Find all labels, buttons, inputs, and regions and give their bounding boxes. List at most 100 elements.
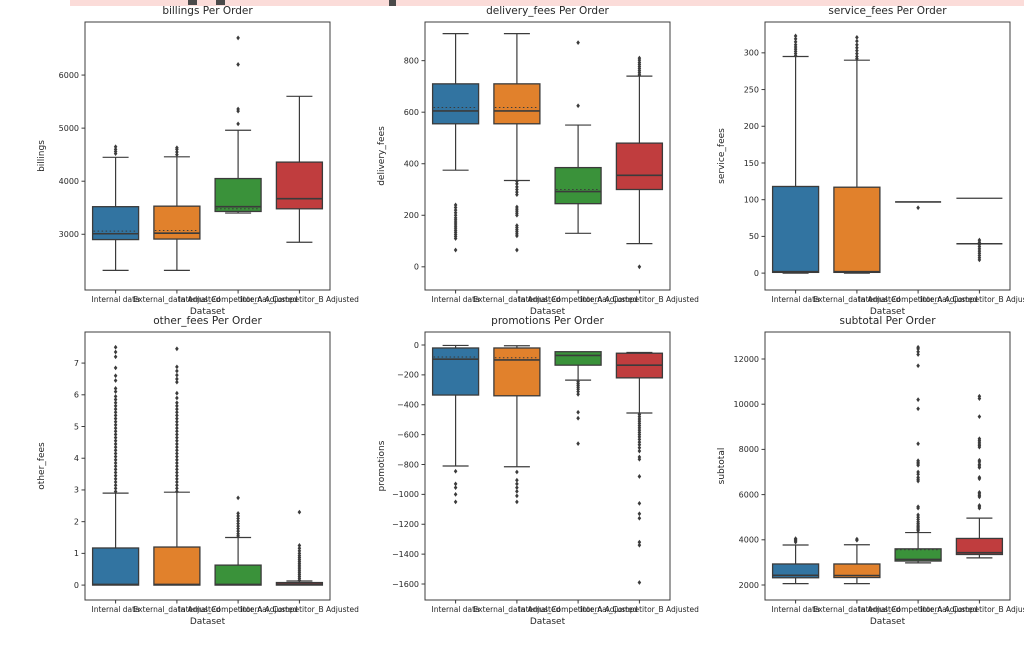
outlier-point	[236, 521, 240, 526]
outlier-point	[113, 413, 118, 418]
outlier-point	[637, 264, 642, 270]
y-tick-label: 0	[414, 263, 419, 272]
outlier-point	[793, 36, 798, 42]
x-tick-label: Internal_Competitor_B Adjusted	[580, 605, 699, 614]
outlier-point	[637, 474, 642, 479]
outlier-point	[113, 416, 118, 421]
y-tick-label: 4	[74, 454, 79, 463]
x-tick-label: External_data Adjusted	[473, 605, 560, 614]
boxplot-group-1	[153, 145, 201, 271]
y-tick-label: 100	[744, 195, 759, 204]
y-tick-label: −1600	[392, 580, 419, 589]
boxplot-group-2	[214, 35, 262, 214]
outlier-point	[515, 181, 519, 187]
outlier-point	[637, 445, 642, 451]
plot-canvas: subtotal Per Order subtotal 2000 4000 6000 80…	[717, 315, 1024, 627]
x-axis-label: Dataset	[530, 617, 566, 627]
outlier-point	[453, 468, 458, 474]
outlier-point	[113, 485, 118, 491]
outlier-point	[175, 432, 179, 437]
box	[153, 546, 201, 586]
x-tick-label: Internal data	[772, 295, 820, 304]
x-tick-label: Internal_Competitor_A Adjusted	[179, 605, 298, 614]
boxplot-group-1	[833, 536, 881, 585]
outlier-point	[297, 509, 302, 515]
outlier-point	[916, 458, 920, 464]
y-tick-label: 7	[74, 359, 79, 368]
outlier-point	[175, 346, 179, 352]
outlier-point	[515, 493, 519, 499]
outlier-point	[515, 488, 519, 494]
outlier-point	[916, 406, 920, 412]
boxplot-group-1	[493, 345, 541, 505]
outlier-point	[916, 441, 920, 447]
outlier-point	[515, 192, 519, 198]
outlier-point	[113, 479, 118, 485]
outlier-point	[855, 48, 859, 54]
outlier-point	[453, 481, 458, 487]
outlier-point	[916, 475, 920, 480]
outlier-point	[637, 515, 642, 521]
outlier-point	[175, 379, 179, 385]
x-tick-label: External_data Adjusted	[133, 605, 220, 614]
outlier-point	[855, 51, 859, 56]
outlier-point	[855, 35, 859, 40]
boxplot-group-3	[955, 393, 1004, 559]
outlier-point	[236, 106, 240, 112]
outlier-point	[175, 152, 179, 158]
outlier-point	[637, 580, 642, 585]
x-tick-label: Internal_Competitor_B Adjusted	[920, 295, 1024, 304]
y-tick-label: 6	[74, 391, 79, 400]
outlier-point	[236, 516, 240, 521]
outlier-point	[113, 460, 118, 466]
outlier-point	[175, 489, 179, 494]
outlier-point	[175, 457, 179, 463]
plot-title: billings Per Order	[162, 5, 253, 17]
boxplot-group-1	[153, 346, 201, 586]
outlier-point	[236, 513, 240, 519]
outlier-point	[236, 518, 240, 524]
y-tick-label: 300	[744, 49, 759, 58]
y-tick-label: 6000	[59, 71, 79, 80]
boxplot-group-0	[771, 536, 820, 585]
x-tick-label: Internal_Competitor_A Adjusted	[519, 605, 638, 614]
y-tick-label: 800	[404, 56, 419, 65]
boxplot-group-0	[431, 344, 480, 505]
banner-glyph	[216, 0, 225, 5]
boxplot-group-1	[493, 32, 541, 253]
outlier-point	[297, 550, 302, 556]
outlier-point	[175, 425, 179, 431]
box	[214, 564, 262, 586]
outlier-point	[977, 475, 982, 480]
outlier-point	[175, 447, 179, 453]
outlier-point	[916, 352, 920, 357]
outlier-point	[175, 364, 179, 370]
plot-canvas: other_fees Per Order other_fees 0 1 2 3 4 5 6 7 In…	[37, 315, 359, 627]
outlier-point	[113, 409, 118, 415]
x-tick-label: Internal_Competitor_B Adjusted	[580, 295, 699, 304]
y-tick-label: 4000	[59, 177, 79, 186]
box	[275, 161, 324, 210]
outlier-point	[453, 247, 458, 253]
y-tick-label: 1	[74, 549, 79, 558]
outlier-point	[515, 485, 519, 491]
x-tick-label: Internal_Competitor_A Adjusted	[859, 295, 978, 304]
y-axis-label: subtotal	[717, 448, 727, 485]
plot-canvas: promotions Per Order promotions 0 −200 −400 −…	[377, 315, 699, 627]
outlier-point	[175, 413, 179, 418]
outlier-point	[113, 397, 118, 402]
outlier-point	[175, 368, 179, 374]
outlier-point	[175, 454, 179, 460]
axes-frame	[764, 331, 1011, 601]
outlier-point	[855, 42, 859, 48]
x-tick-label: Internal_Competitor_A Adjusted	[859, 605, 978, 614]
outlier-point	[515, 204, 519, 210]
x-axis-label: Dataset	[870, 307, 906, 317]
outlier-point	[453, 210, 458, 216]
outlier-point	[113, 454, 118, 460]
box	[493, 83, 541, 125]
outlier-point	[637, 55, 642, 61]
y-tick-label: 0	[74, 581, 79, 590]
outlier-point	[113, 146, 118, 152]
x-tick-label: Internal data	[92, 605, 140, 614]
